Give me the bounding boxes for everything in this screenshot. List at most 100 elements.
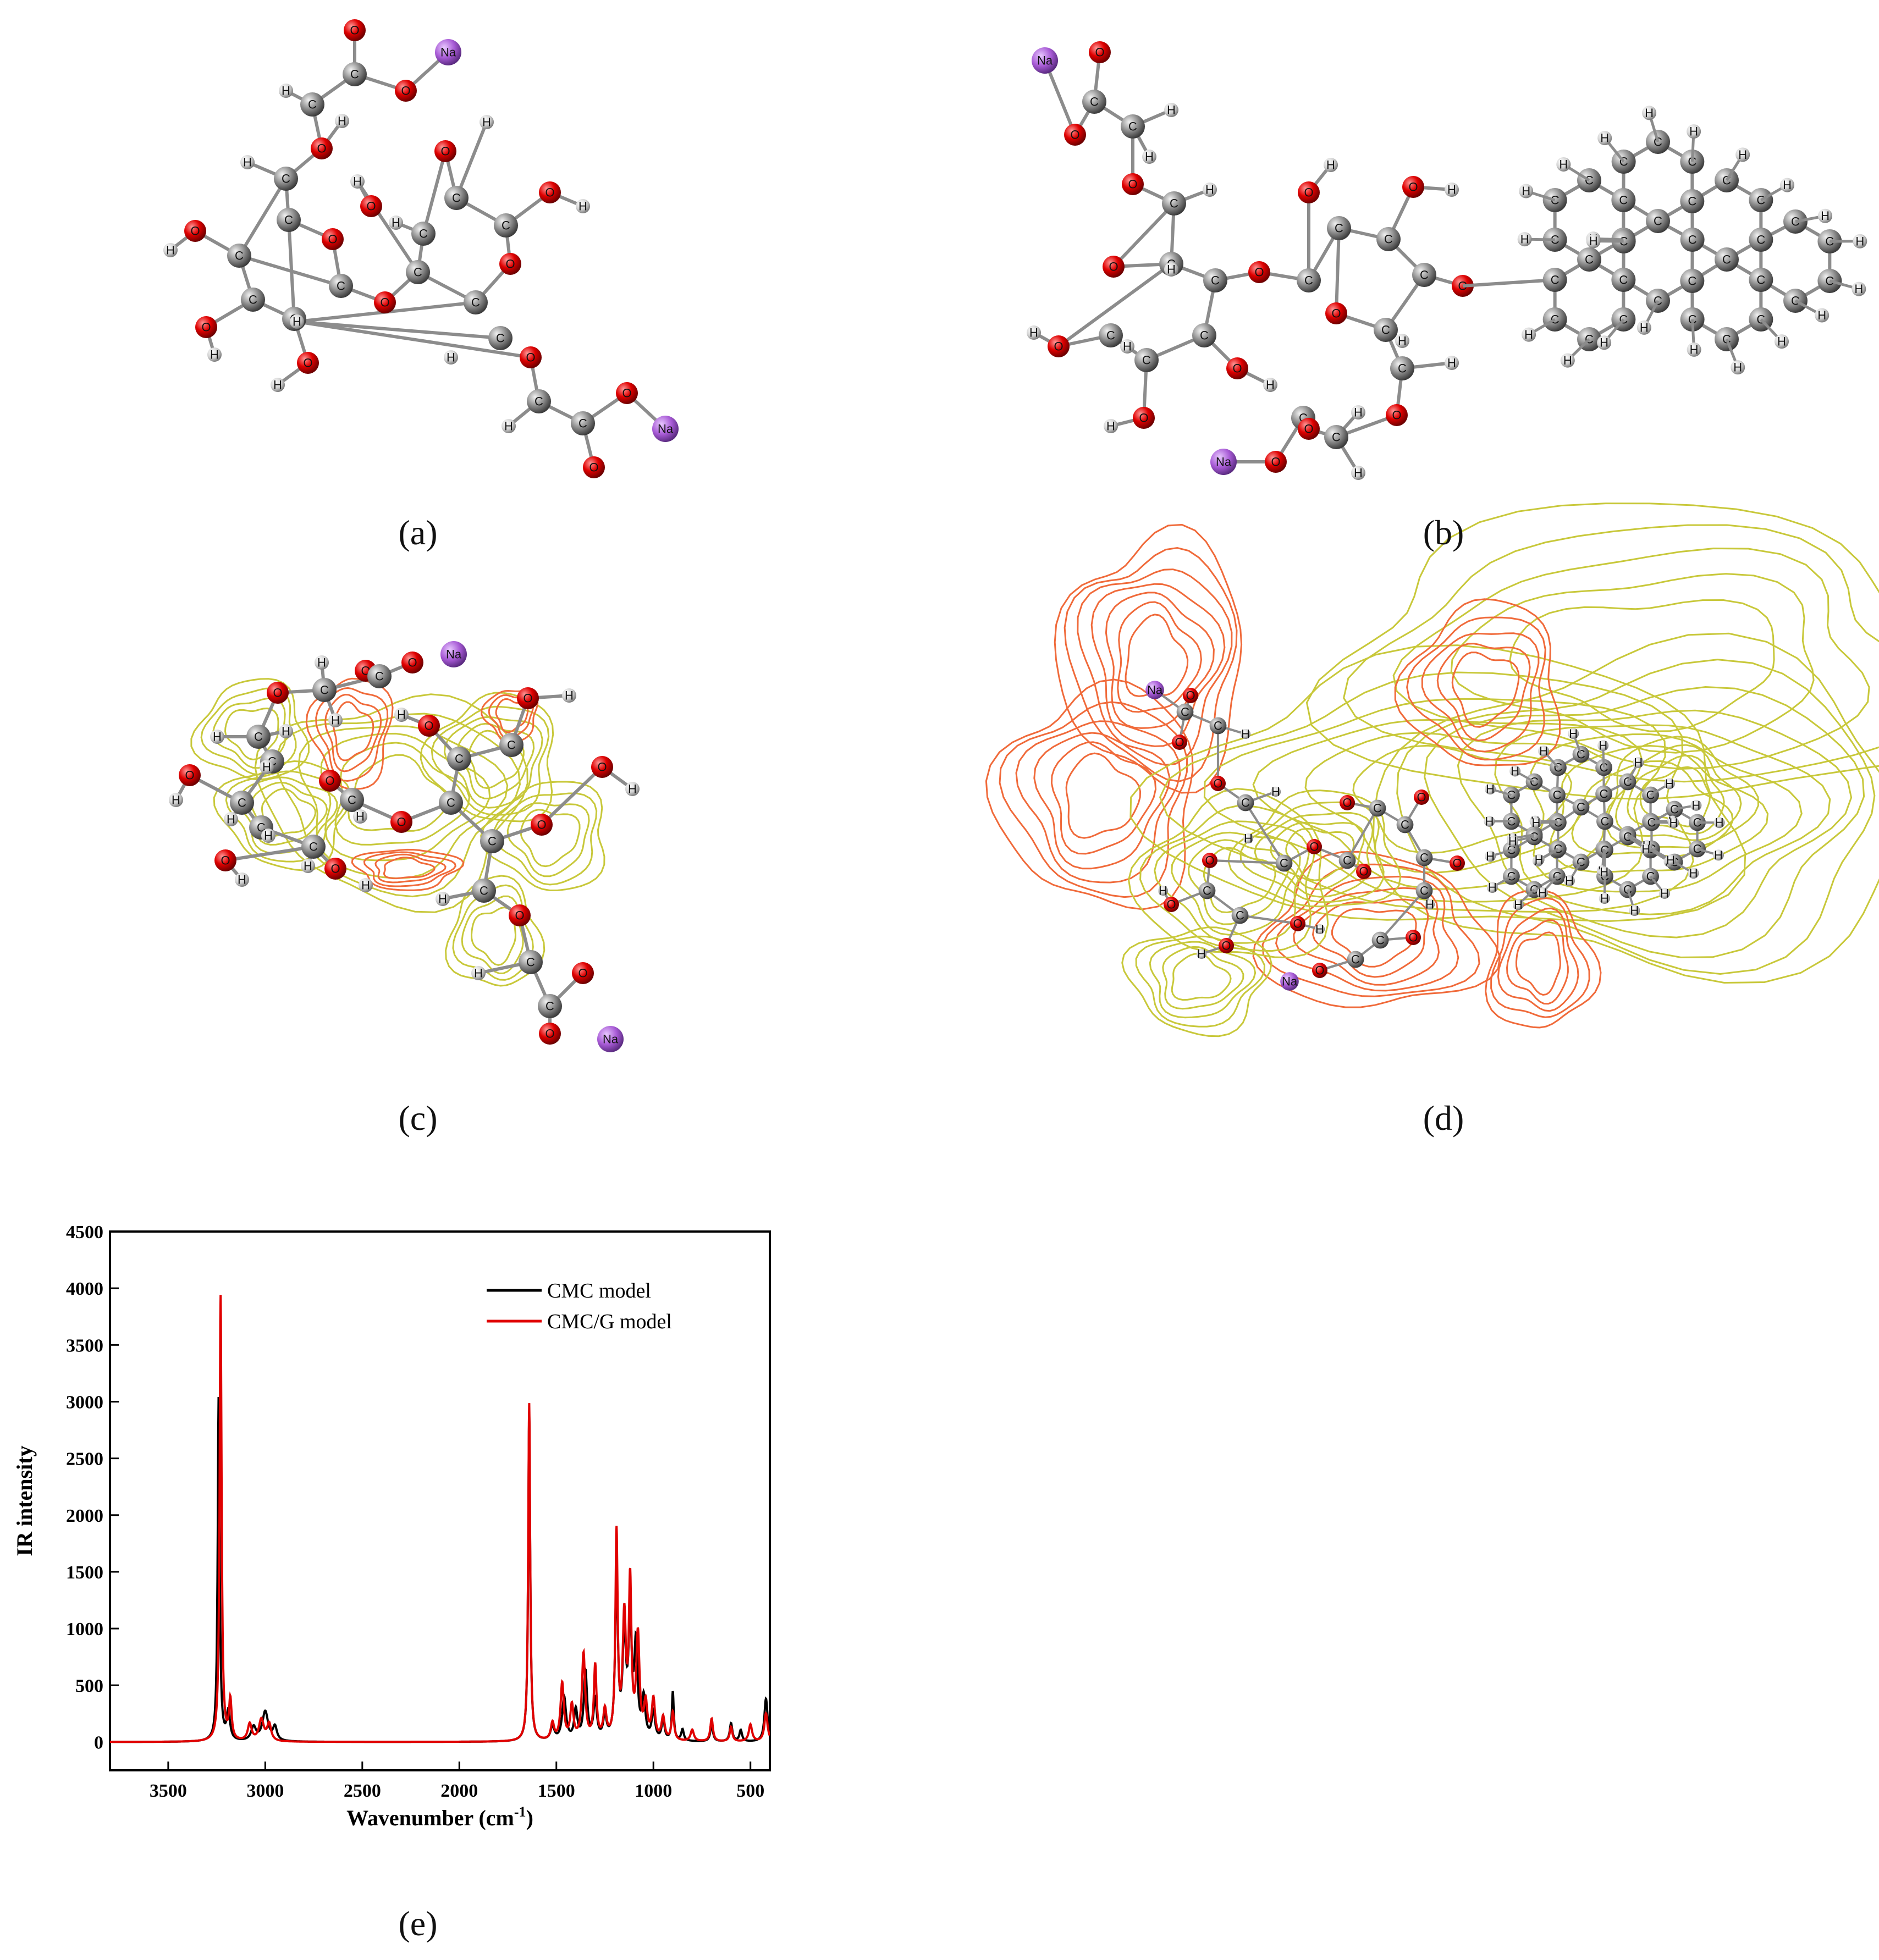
atom-o: O (499, 253, 521, 275)
atom-symbol: O (589, 461, 598, 474)
atom-symbol: C (502, 219, 510, 233)
atom-sphere (1142, 150, 1156, 164)
contour-line (1450, 573, 1815, 754)
bond (1335, 227, 1341, 315)
atom-h: H (1203, 183, 1217, 197)
atom-o: O (1103, 256, 1125, 278)
legend: CMC model CMC/G model (487, 1279, 672, 1333)
atom-symbol: C (471, 296, 480, 310)
atom-sphere (472, 879, 496, 903)
contour-line (1203, 847, 1276, 914)
bond (295, 320, 532, 359)
atom-sphere (1120, 339, 1134, 354)
contour-line (444, 875, 545, 987)
atom-symbol: H (1817, 308, 1826, 322)
atom-symbol: H (1669, 816, 1678, 830)
atom-sphere (562, 688, 576, 703)
atom-h: H (1263, 378, 1277, 392)
atom-sphere (1164, 897, 1179, 912)
atom-symbol: H (392, 216, 400, 230)
atom-o: O (616, 382, 638, 404)
atom-sphere (625, 782, 640, 796)
atom-sphere (235, 873, 249, 887)
atom-na: Na (440, 641, 467, 667)
atom-sphere (207, 347, 222, 362)
contour-line (1090, 583, 1226, 747)
atom-sphere (1486, 881, 1498, 893)
atom-symbol: C (1420, 884, 1429, 898)
x-axis-title-main: Wavenumber (cm (346, 1806, 514, 1830)
atom-o: O (374, 291, 396, 313)
atom-symbol: Na (1037, 54, 1053, 68)
atom-symbol: H (282, 84, 290, 98)
atom-sphere (1347, 951, 1364, 968)
atom-symbol: C (1335, 222, 1343, 235)
y-tick-label: 1500 (66, 1563, 103, 1583)
atom-symbol: C (1530, 775, 1539, 789)
atom-o: O (539, 1023, 561, 1045)
atom-c: C (464, 290, 488, 314)
atom-symbol: C (1420, 851, 1429, 865)
atom-symbol: C (1553, 842, 1562, 856)
plot-frame (109, 1230, 771, 1771)
atom-sphere (1290, 916, 1305, 931)
atom-sphere (353, 809, 367, 824)
atom-symbol: C (1507, 815, 1516, 829)
atom-sphere (1371, 931, 1389, 949)
atom-sphere (359, 878, 373, 892)
atom-sphere (1275, 854, 1293, 872)
atom-symbol: C (1551, 313, 1560, 327)
atom-sphere (1659, 887, 1671, 899)
atom-sphere (1549, 786, 1566, 804)
atom-symbol: C (1304, 274, 1313, 288)
atom-c: C (571, 411, 595, 435)
y-tick-label: 4500 (66, 1222, 103, 1243)
atom-symbol: C (1654, 135, 1662, 149)
atom-o: O (572, 962, 594, 984)
atom-sphere (315, 655, 329, 670)
atom-symbol: H (1689, 125, 1698, 139)
atom-c: C (1503, 786, 1520, 804)
atom-c: C (439, 791, 463, 815)
atom-sphere (1248, 261, 1270, 283)
atom-symbol: H (1565, 874, 1574, 888)
x-tick-label: 3000 (246, 1781, 284, 1801)
atom-sphere (1351, 405, 1365, 419)
atom-sphere (1338, 852, 1356, 869)
atom-symbol: H (1488, 880, 1497, 894)
atom-symbol: H (282, 725, 290, 738)
atom-c: C (447, 747, 471, 771)
atom-symbol: H (1634, 755, 1643, 769)
atom-symbol: C (545, 1000, 554, 1013)
atom-symbol: O (1331, 307, 1341, 321)
atom-sphere (1815, 308, 1830, 323)
y-tick-label: 4000 (66, 1279, 103, 1299)
atom-h: H (1445, 356, 1459, 370)
atom-sphere (343, 62, 367, 86)
atom-sphere (531, 814, 553, 836)
atom-symbol: O (1205, 854, 1214, 868)
atom-symbol: O (515, 909, 524, 923)
bond (295, 320, 502, 340)
atom-sphere (1818, 208, 1833, 223)
atom-symbol: O (597, 760, 607, 774)
atom-c: C (1549, 786, 1566, 804)
atom-sphere (360, 195, 382, 217)
atom-sphere (1599, 866, 1610, 877)
atom-sphere (230, 791, 254, 815)
atom-sphere (1198, 882, 1216, 899)
atom-c: C (1542, 268, 1567, 292)
atom-symbol: C (455, 752, 464, 766)
atom-o: O (1356, 864, 1371, 879)
atom-sphere (1280, 972, 1299, 991)
contour-line (1331, 908, 1417, 968)
atom-sphere (1270, 786, 1281, 797)
atom-symbol: O (1342, 796, 1352, 810)
atom-sphere (439, 791, 463, 815)
atom-c: C (1412, 263, 1436, 287)
atom-symbol: H (166, 244, 175, 257)
atom-symbol: C (1200, 329, 1209, 343)
contour-line (333, 701, 374, 761)
atom-symbol: O (407, 656, 417, 670)
atom-o: O (520, 346, 542, 368)
